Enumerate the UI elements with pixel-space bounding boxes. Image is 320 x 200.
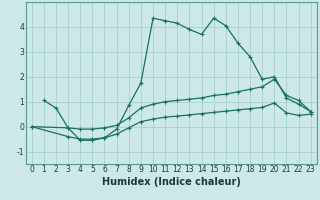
X-axis label: Humidex (Indice chaleur): Humidex (Indice chaleur) [102, 177, 241, 187]
